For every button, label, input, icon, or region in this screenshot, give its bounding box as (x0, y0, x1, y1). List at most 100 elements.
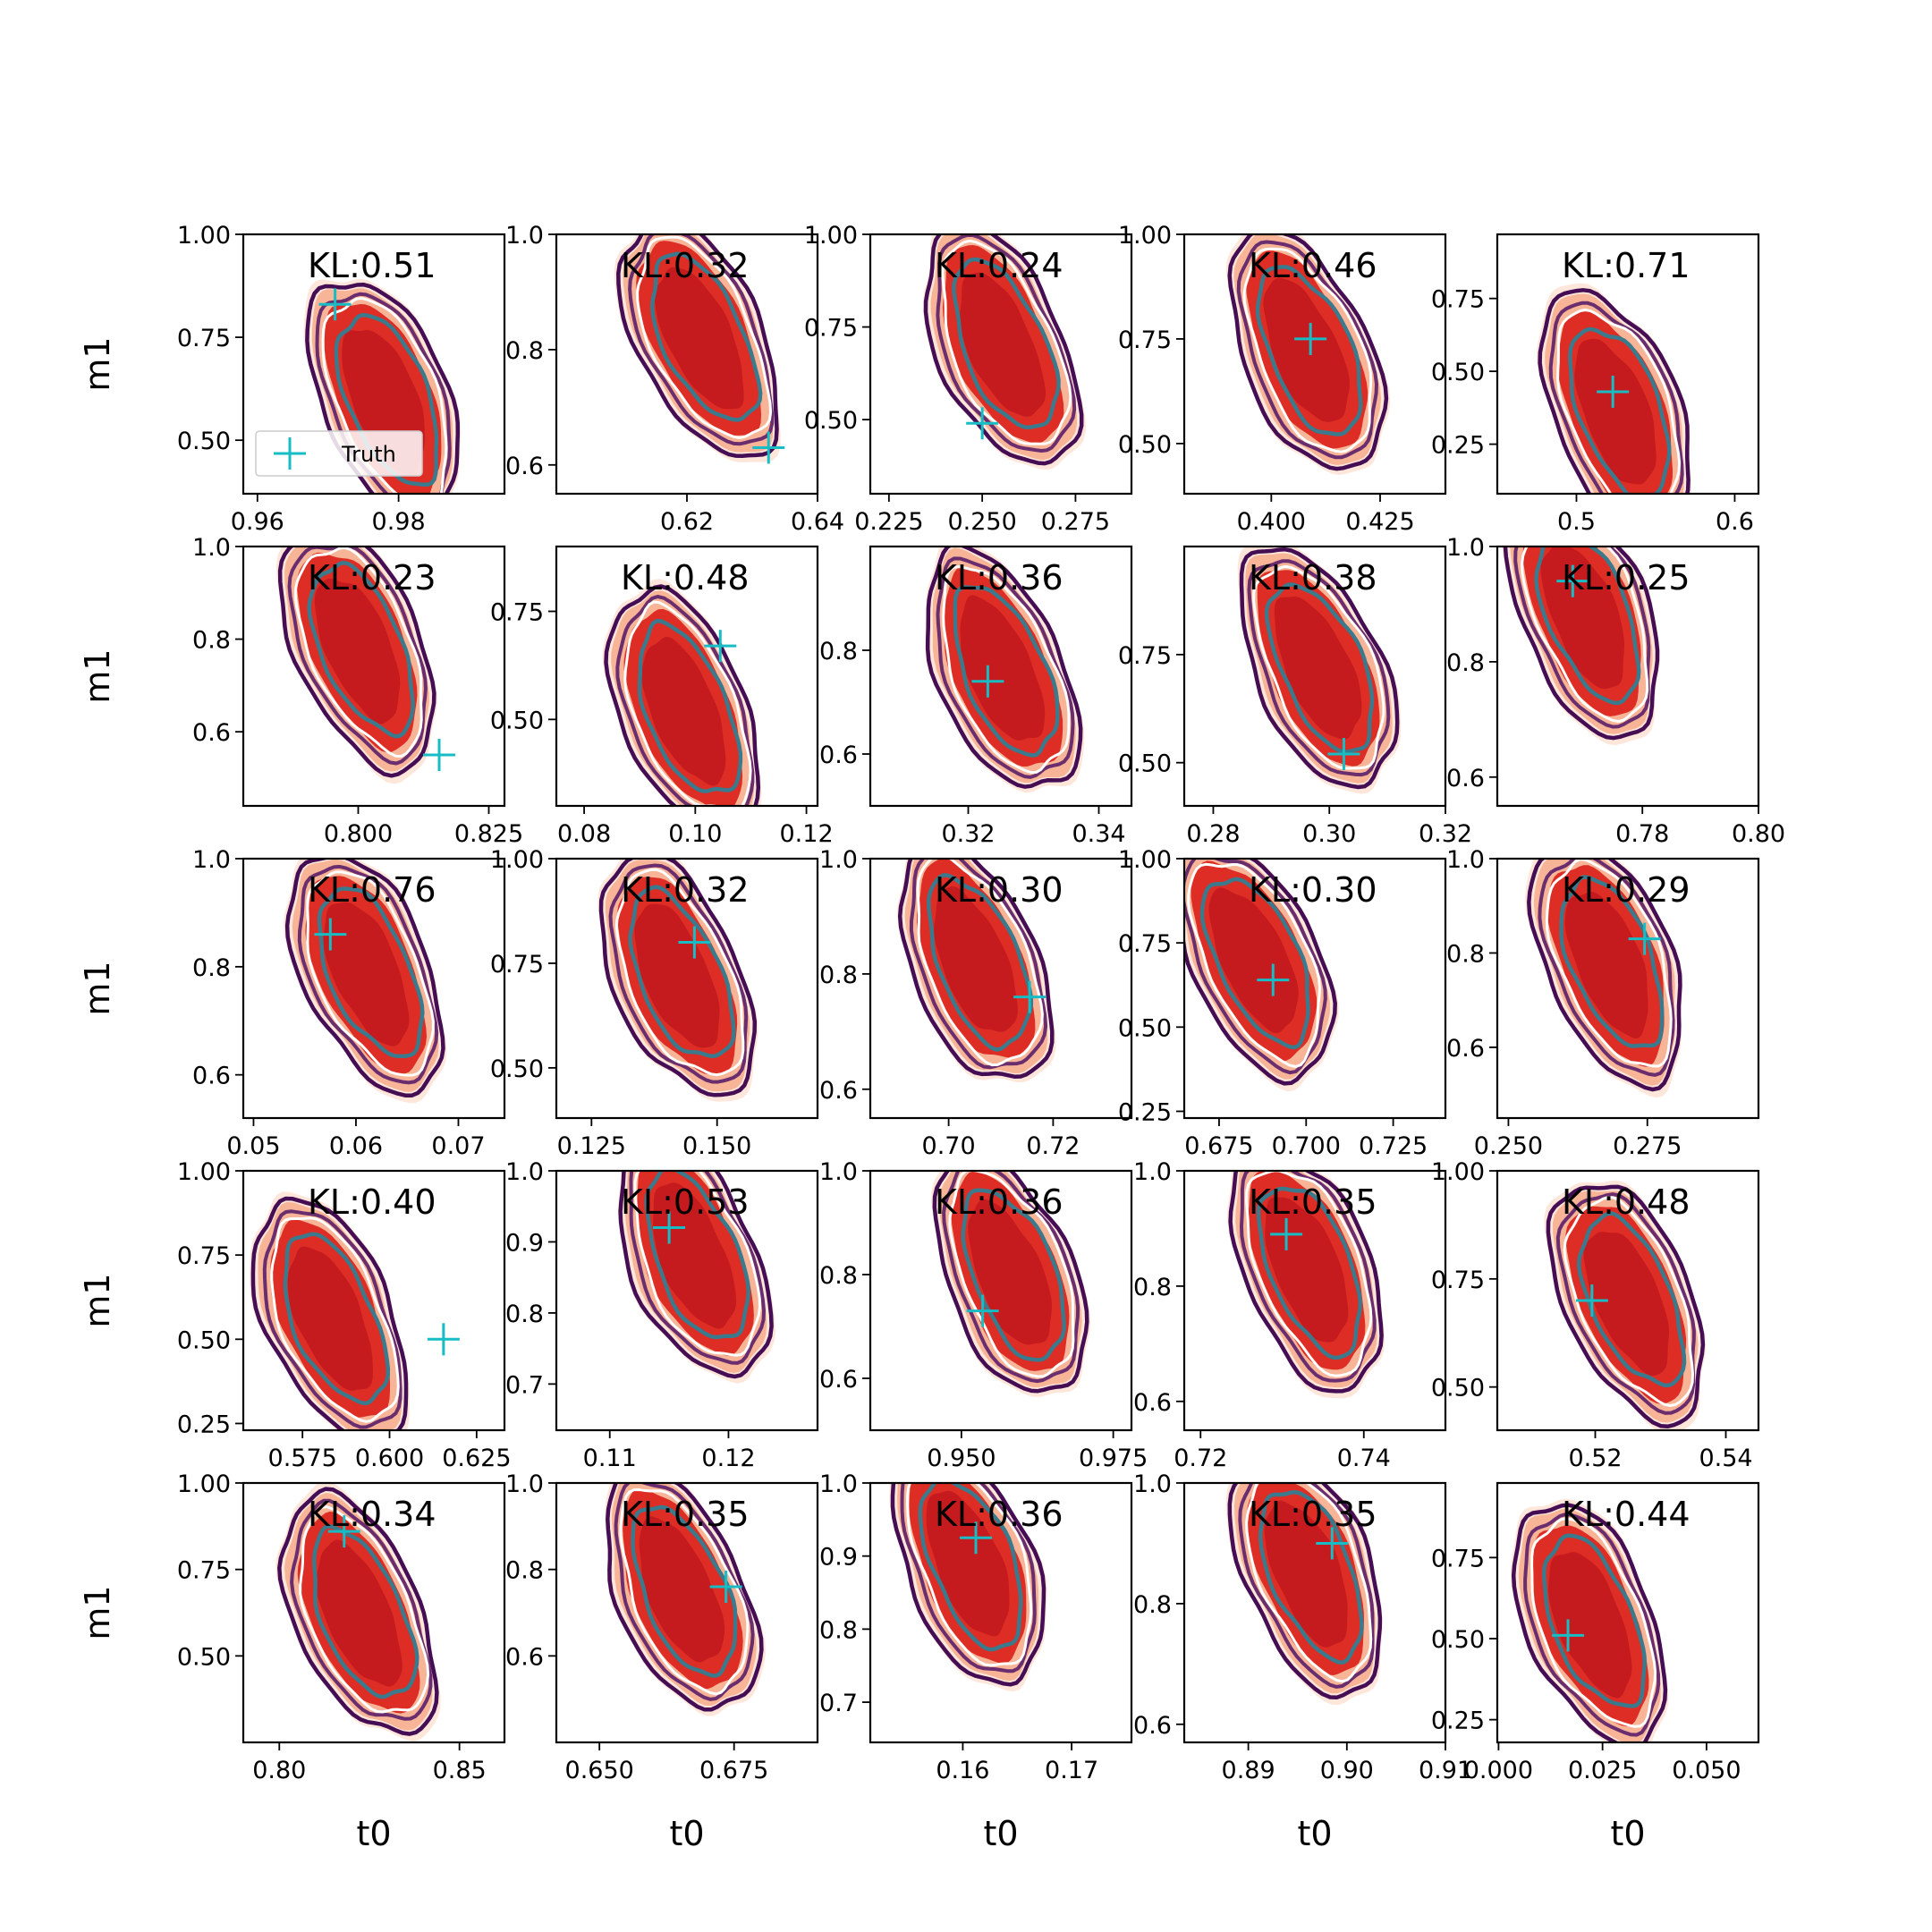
contour-line-outer (616, 234, 779, 458)
contour-line-white (633, 1171, 761, 1357)
contour-line-mid (1555, 1192, 1696, 1415)
legend-label: Truth (341, 442, 396, 467)
y-tick-label: 0.75 (177, 325, 231, 352)
contour-line-mid (1247, 559, 1391, 777)
x-tick-label: 0.725 (1359, 1132, 1428, 1160)
y-tick-label: 0.75 (1431, 1267, 1485, 1294)
contour-line-inner (1541, 1533, 1647, 1708)
density-level-core (1548, 1552, 1632, 1699)
y-tick-label: 0.25 (177, 1411, 231, 1438)
x-tick-label: 0.575 (268, 1445, 337, 1472)
contour-line-inner (311, 1523, 419, 1699)
x-tick-label: 0.10 (668, 820, 722, 848)
kl-annotation: KL:0.32 (621, 870, 750, 910)
y-tick-label: 0.75 (804, 315, 858, 343)
y-axis-label: m1 (78, 1273, 117, 1327)
axes-frame (555, 857, 819, 1120)
y-axis-label: m1 (78, 1585, 117, 1640)
x-tick-label: 0.250 (947, 508, 1016, 536)
contour-line-mid (615, 595, 755, 806)
y-tick-label: 0.8 (819, 638, 858, 665)
y-tick-label: 1.0 (1446, 534, 1485, 562)
contour-line-white (1530, 1517, 1657, 1728)
density-level-core (287, 1246, 373, 1391)
contour-line-inner (644, 1171, 751, 1340)
x-axis-label: t0 (1297, 1814, 1332, 1853)
x-tick-label: 0.32 (941, 820, 995, 848)
kl-annotation: KL:0.24 (935, 246, 1063, 285)
x-tick-label: 0.78 (1615, 820, 1669, 848)
y-tick-label: 0.25 (1431, 1707, 1485, 1735)
x-axis-label: t0 (983, 1814, 1018, 1853)
contour-line-inner (1559, 875, 1665, 1048)
truth-marker (1556, 564, 1589, 597)
x-tick-label: 0.90 (1320, 1757, 1374, 1784)
contour-line-inner (953, 585, 1060, 758)
y-tick-label: 0.50 (804, 407, 858, 435)
contour-line-outer (1227, 1483, 1383, 1699)
x-tick-label: 0.54 (1699, 1445, 1752, 1472)
kl-annotation: KL:0.35 (1249, 1182, 1377, 1222)
y-tick-label: 0.6 (505, 453, 544, 480)
truth-marker (1013, 980, 1046, 1013)
y-tick-label: 0.75 (1431, 1545, 1485, 1572)
y-tick-label: 0.50 (177, 428, 231, 455)
contour-line-mid (1548, 301, 1684, 494)
contour-line-mid (1238, 1483, 1375, 1689)
panel-9: 0.28 0.30 0.32 0.50 0.75 KL:0.38 (1118, 545, 1472, 848)
y-tick-label: 0.6 (819, 1366, 858, 1394)
kl-annotation: KL:0.30 (935, 870, 1063, 910)
truth-marker (1327, 738, 1360, 770)
contour-line-mid (262, 1209, 402, 1429)
x-tick-label: 0.91 (1419, 1757, 1472, 1784)
y-tick-label: 1.00 (1431, 1158, 1485, 1186)
kl-annotation: KL:0.23 (308, 558, 436, 597)
x-tick-label: 0.17 (1045, 1757, 1098, 1784)
x-tick-label: 0.125 (557, 1132, 626, 1160)
contour-line-white (942, 565, 1071, 774)
x-tick-label: 0.11 (583, 1445, 637, 1472)
contour-line-white (614, 868, 745, 1077)
x-tick-label: 0.275 (1041, 508, 1110, 536)
axes-frame (1182, 1169, 1447, 1432)
axes-frame (242, 1169, 506, 1432)
y-tick-label: 0.75 (177, 1242, 231, 1270)
legend: Truth (255, 430, 423, 477)
x-tick-label: 0.98 (372, 508, 426, 536)
panel-21: 0.80 0.85 0.50 0.75 1.00 KL:0.34 m1 t0 (78, 1470, 506, 1853)
truth-marker (314, 918, 347, 951)
contour-line-outer (890, 1483, 1046, 1687)
truth-marker (318, 288, 352, 321)
y-tick-label: 0.50 (490, 707, 544, 734)
contour-line-inner (961, 1188, 1066, 1362)
axes-frame (869, 1481, 1133, 1744)
x-tick-label: 0.06 (329, 1132, 383, 1160)
y-tick-label: 0.8 (1446, 649, 1485, 677)
density-level-core (315, 1539, 402, 1687)
y-tick-label: 0.6 (1133, 1389, 1172, 1417)
contour-line-mid (608, 863, 749, 1084)
x-axis-label: t0 (669, 1814, 704, 1853)
contour-line-inner (649, 251, 763, 422)
y-axis-label: m1 (78, 648, 117, 703)
x-tick-label: 0.650 (565, 1757, 634, 1784)
y-tick-label: 0.7 (819, 1690, 858, 1717)
panel-3: 0.225 0.250 0.275 0.50 0.75 1.00 KL:0.24 (804, 222, 1133, 536)
density-level-core (1274, 597, 1362, 740)
panel-22: 0.650 0.675 0.6 0.8 1.0 KL:0.35 t0 (505, 1470, 819, 1853)
x-axis-label: t0 (1610, 1814, 1645, 1853)
x-tick-label: 0.6 (1716, 508, 1754, 536)
y-tick-label: 1.0 (1133, 1470, 1172, 1498)
panel-24: 0.89 0.90 0.91 0.6 0.8 1.0 KL:0.35 t0 (1133, 1470, 1472, 1853)
density-level-core (634, 903, 720, 1048)
kl-annotation: KL:0.76 (308, 870, 436, 910)
contour-line-outer (277, 1487, 439, 1736)
kl-annotation: KL:0.44 (1562, 1495, 1690, 1534)
contour-line-inner (1199, 877, 1310, 1050)
y-tick-label: 0.50 (1118, 1014, 1172, 1042)
contour-line-mid (900, 1483, 1037, 1674)
kl-annotation: KL:0.46 (1249, 246, 1377, 285)
contour-line-mid (1523, 1513, 1661, 1737)
axes-frame (555, 1481, 819, 1744)
axes-frame (1182, 233, 1447, 496)
